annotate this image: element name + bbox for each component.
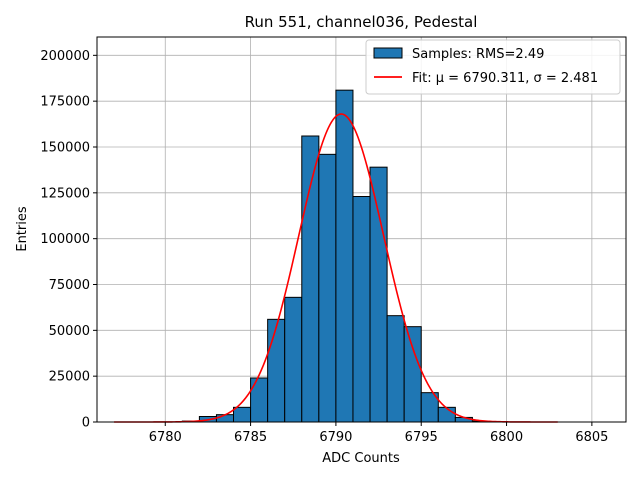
histogram-bar (250, 377, 269, 423)
histogram-bar (284, 296, 303, 423)
x-tick-label: 6805 (575, 430, 608, 445)
x-tick-label: 6785 (234, 430, 267, 445)
legend-histogram-swatch (373, 47, 403, 59)
y-tick-label: 0 (82, 416, 90, 431)
x-axis-title: ADC Counts (322, 451, 400, 466)
histogram-bar (386, 315, 405, 423)
x-tick-label: 6790 (319, 430, 352, 445)
histogram-bar (352, 196, 371, 423)
y-tick-label: 100000 (40, 232, 90, 247)
y-axis-ticks: 0 25000 50000 75000 100000 125000 150000 175000… (40, 49, 97, 431)
histogram-bar (437, 406, 456, 423)
histogram-bar (335, 89, 354, 423)
legend: Samples: RMS=2.49 Fit: μ = 6790.311, σ =… (365, 39, 621, 95)
histogram-bar (301, 135, 320, 423)
x-axis-ticks: 6780 6785 6790 6795 6800 6805 (149, 422, 608, 445)
y-tick-label: 175000 (40, 95, 90, 110)
x-tick-label: 6800 (490, 430, 523, 445)
y-axis-title: Entries (15, 206, 30, 252)
y-tick-label: 150000 (40, 141, 90, 156)
y-tick-label: 75000 (49, 278, 90, 293)
histogram-bar (403, 326, 422, 423)
y-tick-label: 50000 (49, 324, 90, 339)
plot-frame (96, 36, 627, 423)
x-tick-label: 6795 (405, 430, 438, 445)
y-tick-label: 25000 (49, 370, 90, 385)
histogram-bar (318, 153, 337, 423)
legend-fit-label: Fit: μ = 6790.311, σ = 2.481 (412, 71, 598, 86)
x-tick-label: 6780 (149, 430, 182, 445)
histogram-bar (267, 318, 286, 423)
legend-box (365, 39, 621, 95)
y-tick-label: 200000 (40, 49, 90, 64)
histogram-bar (369, 166, 388, 423)
histogram-bar (233, 406, 252, 423)
legend-histogram-label: Samples: RMS=2.49 (412, 47, 544, 62)
y-tick-label: 125000 (40, 186, 90, 201)
histogram-bar (215, 414, 235, 423)
chart-title: Run 551, channel036, Pedestal (245, 13, 478, 31)
